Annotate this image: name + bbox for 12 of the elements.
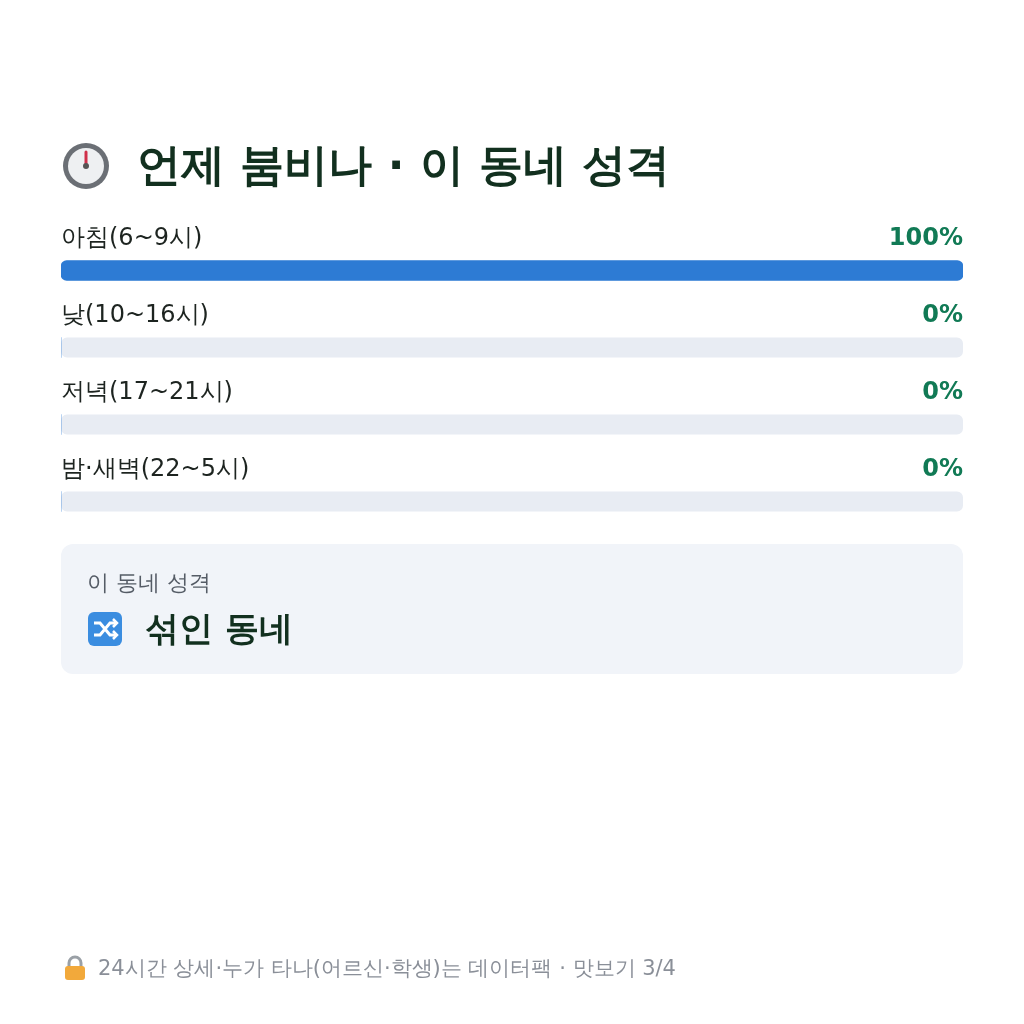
data-label: 100% [888,222,963,251]
y-tick-label: 저녁(17~21시) [61,376,233,405]
y-tick-label: 밤·새벽(22~5시) [61,453,250,482]
data-label: 0% [922,376,963,405]
chart-title: 언제 붐비나 · 이 동네 성격 [137,138,671,192]
y-tick-label: 낮(10~16시) [61,299,209,328]
data-label: 0% [922,453,963,482]
text: 섞인 동네 [145,607,293,650]
text: 24시간 상세·누가 타나(어르신·학생)는 데이터팩 · 맛보기 3/4 [98,955,676,982]
data-label: 0% [922,299,963,328]
y-tick-label: 아침(6~9시) [61,222,203,251]
text: 이 동네 성격 [87,569,211,597]
